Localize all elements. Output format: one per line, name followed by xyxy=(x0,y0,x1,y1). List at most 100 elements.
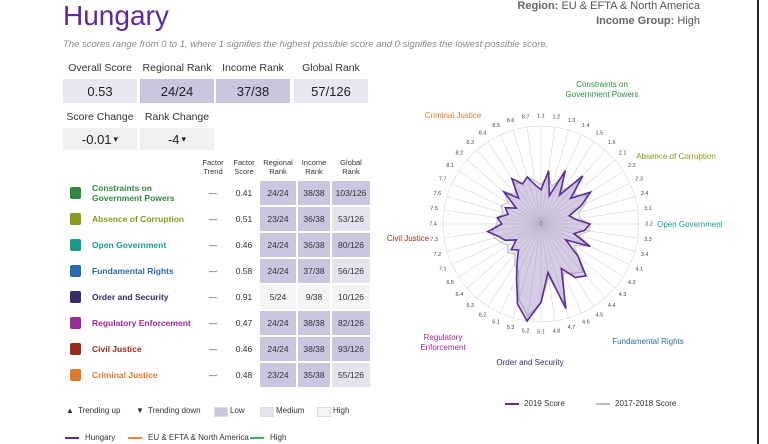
subfactor-label: 5.2 xyxy=(522,328,530,334)
series-line xyxy=(485,170,593,323)
spoke xyxy=(451,223,542,266)
factor-label: Fundamental Rights xyxy=(612,337,684,346)
factor-name: Absence of Corruption xyxy=(92,214,185,224)
table-cell: 24/24 xyxy=(260,259,296,283)
factor-label: Criminal Justice xyxy=(424,111,482,120)
spoke xyxy=(466,223,542,289)
score-value: 57/126 xyxy=(294,79,368,103)
table-cell: 24/24 xyxy=(260,181,296,205)
factor-name: Constraints on Government Powers xyxy=(92,183,175,203)
key-label: Trending up xyxy=(78,406,121,415)
factor-icon xyxy=(70,265,81,277)
factor-label: Order and Security xyxy=(496,358,564,367)
score-label: Income Rank xyxy=(222,62,284,74)
trend-icon: ▼ xyxy=(136,406,144,415)
spoke xyxy=(540,223,636,252)
subfactor-label: 8.5 xyxy=(492,123,500,129)
factor-icon xyxy=(70,291,81,303)
subtitle: The scores range from 0 to 1, where 1 si… xyxy=(63,39,549,50)
income-label: Income Group: xyxy=(596,15,675,27)
table-cell: — xyxy=(208,344,218,354)
subfactor-label: 8.4 xyxy=(479,131,487,137)
legend-label: Hungary xyxy=(85,433,116,442)
table-cell: — xyxy=(208,370,218,380)
table-cell: 38/38 xyxy=(298,181,330,205)
spoke xyxy=(540,223,631,266)
table-cell: 10/126 xyxy=(332,285,370,309)
legend-label: High xyxy=(270,433,287,442)
factor-label: Constraints on Government Powers xyxy=(565,80,639,99)
factor-label: Regulatory Enforcement xyxy=(420,333,466,352)
legend-label: EU & EFTA & North America xyxy=(148,433,249,442)
subfactor-label: 8.7 xyxy=(522,115,530,121)
table-cell: 0.46 xyxy=(235,240,253,250)
score-label: Regional Rank xyxy=(142,62,212,74)
table-cell: — xyxy=(208,188,218,198)
table-cell: 0.51 xyxy=(235,214,253,224)
spoke xyxy=(458,170,542,225)
spoke xyxy=(540,170,624,225)
table-cell: 53/126 xyxy=(332,207,370,231)
subfactor-label: 6.5 xyxy=(446,280,454,286)
subfactor-label: 1.2 xyxy=(553,115,561,121)
table-cell: 36/38 xyxy=(298,207,330,231)
subfactor-label: 2.3 xyxy=(635,177,643,183)
table-cell: 38/38 xyxy=(298,337,330,361)
spoke xyxy=(540,223,595,307)
subfactor-label: 4.5 xyxy=(596,312,604,318)
change-box: -0.01 ▾ xyxy=(63,128,137,150)
spoke xyxy=(476,149,542,225)
table-cell: — xyxy=(208,266,218,276)
spoke xyxy=(451,182,542,225)
table-cell: 23/24 xyxy=(260,207,296,231)
spoke xyxy=(540,209,639,225)
region-value: EU & EFTA & North America xyxy=(561,0,700,12)
shade-swatch xyxy=(260,407,274,417)
subfactor-label: 4.7 xyxy=(568,325,576,331)
table-cell: — xyxy=(208,292,218,302)
table-cell: 82/126 xyxy=(332,311,370,335)
spoke xyxy=(540,223,624,278)
score-value: 24/24 xyxy=(140,79,214,103)
factor-name: Criminal Justice xyxy=(92,370,158,380)
subfactor-label: 1.5 xyxy=(596,131,604,137)
factor-label: Civil Justice xyxy=(386,234,430,243)
subfactor-label: 1.1 xyxy=(537,113,545,119)
factor-name: Fundamental Rights xyxy=(92,266,174,276)
table-cell: 24/24 xyxy=(260,233,296,257)
table-cell: 0.48 xyxy=(235,370,253,380)
subfactor-label: 2.4 xyxy=(641,191,649,197)
column-header: Income Rank xyxy=(301,158,327,176)
subfactor-label: 1.6 xyxy=(608,140,616,146)
table-cell: 0.91 xyxy=(235,292,253,302)
spoke xyxy=(540,134,583,225)
subfactor-label: 4.1 xyxy=(635,266,643,272)
factor-name: Regulatory Enforcement xyxy=(92,318,191,328)
spoke xyxy=(526,126,542,225)
table-cell: 80/126 xyxy=(332,233,370,257)
shade-swatch xyxy=(317,407,331,417)
column-header: Factor Score xyxy=(233,158,255,176)
factor-icon xyxy=(70,317,81,329)
spoke xyxy=(499,223,542,314)
region-label: Region: xyxy=(517,0,559,12)
table-cell: 24/24 xyxy=(260,337,296,361)
change-label: Rank Change xyxy=(144,111,210,123)
change-label: Score Change xyxy=(66,111,134,123)
spoke xyxy=(443,209,542,225)
shade-swatch xyxy=(214,407,228,417)
country-title: Hungary xyxy=(63,0,169,31)
score-value: 0.53 xyxy=(63,79,137,103)
subfactor-label: 7.3 xyxy=(430,237,438,243)
change-value: -4 xyxy=(167,131,180,147)
subfactor-label: 7.5 xyxy=(430,206,438,212)
legend-label: 2019 Score xyxy=(524,399,565,408)
subfactor-label: 7.2 xyxy=(434,252,442,258)
spoke xyxy=(458,223,542,278)
score-label: Global Rank xyxy=(302,62,360,74)
subfactor-label: 3.3 xyxy=(644,237,652,243)
table-cell: 0.47 xyxy=(235,318,253,328)
spoke xyxy=(540,223,606,299)
subfactor-label: 4.8 xyxy=(553,328,561,334)
